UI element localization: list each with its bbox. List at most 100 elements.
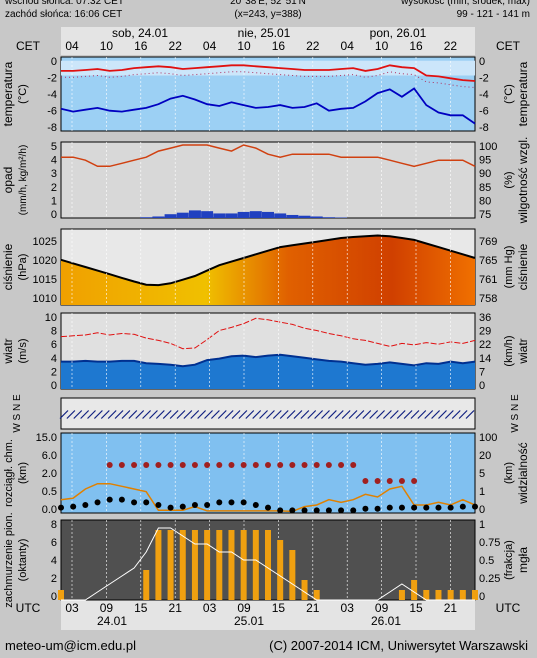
tick-label-left: 0 [51,56,57,68]
tick-label-left: 1020 [33,255,57,267]
tick-label-left: -2 [47,73,57,85]
cloud-base-low-dot [179,503,186,510]
fog-unit-right: (frakcja) [503,540,515,580]
cloud-bar [252,530,259,600]
precip-bar [201,211,214,218]
wind-arrow [190,410,200,419]
cloud-base-low-dot [106,496,113,503]
tick-label-left: 4 [51,555,57,567]
wind-arrow [341,410,351,419]
timezone-bottom-right: UTC [496,601,521,615]
tick-label-left: 2 [51,366,57,378]
wind-arrow [149,410,158,419]
tick-label-left: 5 [51,141,57,153]
precip-bar [164,214,177,218]
precip-bar [274,213,287,218]
cloud-base-dot [386,478,393,484]
wind-arrow [210,410,220,419]
tick-label-right: 0.5 [479,555,494,567]
humidity-label-right: wilgotność wzgl. [516,137,530,225]
cloud-base-low-dot [216,499,223,506]
cloud-base-low-dot [374,505,381,512]
wind-arrow [142,410,152,419]
wind-arrow [382,410,392,419]
tick-label-left: 15.0 [36,432,57,444]
cloud-base-low-dot [118,496,125,503]
tick-label-left: 8 [51,326,57,338]
cloud-base-low-dot [277,507,284,514]
cloud-base-low-dot [350,507,357,514]
wind-arrow [155,410,165,419]
cloud-base-low-dot [167,504,174,511]
cloud-base-low-dot [265,504,271,511]
timezone-bottom: UTC [16,601,41,615]
wind-arrow [231,410,241,419]
hour-label-top: 16 [409,39,423,53]
wind-arrow [162,410,172,419]
cloud-bar [167,530,174,600]
cloud-base-low-dot [386,504,393,511]
wind-arrow [424,410,434,419]
wind-arrow [245,410,255,419]
wind-arrow [121,410,131,419]
precip-bar [249,211,262,218]
wind-arrow [334,410,344,419]
cloud-base-dot [204,462,211,468]
cloud-bar [435,590,442,600]
cloud-unit-left: (oktanty) [17,539,29,582]
precip-bar [298,215,311,218]
tick-label-right: -8 [479,122,489,134]
cloud-bar [228,530,235,600]
cloud-bar [240,530,247,600]
pressure-unit-right: (mm Hg) [503,246,515,289]
temp-unit-left: (°C) [17,84,29,104]
wind-arrow [458,410,468,419]
hour-label-top: 16 [272,39,286,53]
coords-text: 20°38'E, 52°51'N [230,0,306,7]
sunrise-text: wschód słońca: 07:32 CET [4,0,124,7]
tick-label-left: 6 [51,537,57,549]
tick-label-left: 1 [51,195,57,207]
precip-bar [213,213,226,218]
wind-arrow [259,410,268,419]
tick-label-right: 22 [479,339,491,351]
tick-label-right: 765 [479,255,497,267]
tick-label-right: 0 [479,56,485,68]
cloud-base-dot [265,462,271,468]
hour-label-top: 22 [306,39,320,53]
cloud-bar [313,590,320,600]
wind-arrow [66,410,76,419]
tick-label-left: 0.5 [42,486,57,498]
wind-arrow [438,410,447,419]
hour-label-bottom: 21 [444,601,458,615]
tick-label-left: 10 [45,312,57,324]
wind-arrow [252,410,262,419]
tick-label-left: -8 [47,122,57,134]
cloud-base-dot [398,478,405,484]
cloud-base-label-left: rozciągł. chm. [3,439,15,507]
wind-arrow [80,410,90,419]
wind-arrow [266,410,275,419]
precip-unit-left: (mm/h, kg/m²/h) [18,145,29,216]
cloud-base-low-dot [191,502,198,508]
wind-arrow [204,410,213,419]
humidity-unit-right: (%) [503,171,515,188]
precip-bar [286,214,299,218]
tick-label-left: 0 [51,380,57,392]
wind-unit-left: (m/s) [17,338,29,363]
tick-label-right: 20 [479,450,491,462]
cloud-bar [277,540,284,600]
pressure-unit-left: (hPa) [17,254,29,281]
cloud-base-dot [350,462,357,468]
hour-label-top: 04 [203,39,217,53]
cloud-bar [143,570,150,600]
precip-bar [152,216,165,218]
wind-arrow [403,410,413,419]
tick-label-left: 8 [51,519,57,531]
cloud-base-dot [313,462,320,468]
tick-label-left: 2.0 [42,468,57,480]
tick-label-right: 1 [479,486,485,498]
cloud-base-low-dot [313,507,320,514]
cloud-base-dot [301,462,308,468]
cloud-bar [204,530,211,600]
